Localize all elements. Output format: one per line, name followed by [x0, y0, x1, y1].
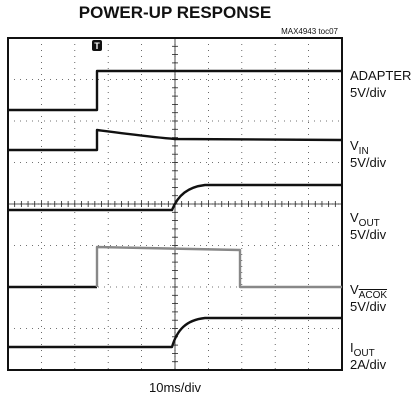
x-label: 10ms/div [149, 380, 202, 395]
channel-subscript: OUT [354, 348, 375, 359]
vin-trace [8, 128, 343, 152]
channel-name: ADAPTER [350, 68, 411, 83]
plot-frame [7, 37, 343, 371]
channel-symbol: V [350, 138, 359, 153]
trigger-marker: T [92, 40, 102, 51]
vacok-trace [95, 245, 342, 289]
figure-id: MAX4943 toc07 [281, 27, 338, 36]
channel-name: VACOK [350, 282, 387, 301]
svg-text:T: T [94, 41, 100, 51]
channel-subscript: ACOK [359, 290, 388, 301]
channel-scale: 5V/div [350, 227, 387, 242]
channel-name: IOUT [350, 340, 375, 359]
adapter-trace [8, 69, 342, 112]
channel-scale: 5V/div [350, 85, 387, 100]
channel-scale: 2A/div [350, 357, 387, 372]
channel-symbol: I [350, 340, 354, 355]
channel-scale: 5V/div [350, 155, 387, 170]
title: POWER-UP RESPONSE [79, 3, 271, 22]
channel-symbol: ADAPTER [350, 68, 411, 83]
channel-name: VOUT [350, 210, 380, 229]
channel-subscript: OUT [359, 218, 380, 229]
iout-trace [8, 316, 342, 349]
channel-scale: 5V/div [350, 299, 387, 314]
channel-symbol: V [350, 210, 359, 225]
channel-name: VIN [350, 138, 369, 157]
vout-trace [8, 183, 342, 212]
channel-symbol: V [350, 282, 359, 297]
channel-subscript: IN [359, 146, 369, 157]
